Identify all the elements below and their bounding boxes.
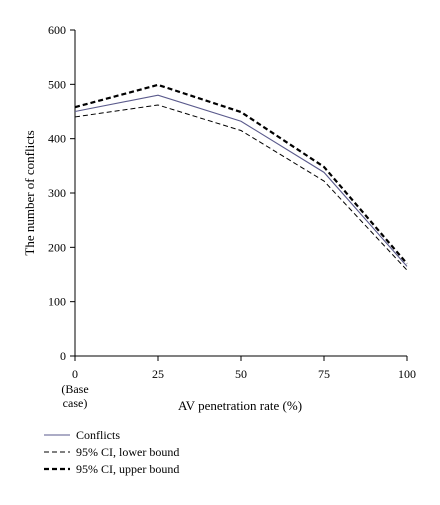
y-tick-label: 100 [48,295,66,309]
series-line-1 [74,94,408,267]
x-tick-sublabel: (Base [61,382,88,396]
x-tick-label: 25 [152,367,164,381]
x-tick-label: 0 [72,367,78,381]
y-axis-label: The number of conflicts [22,130,37,255]
series-line-3 [74,83,408,265]
y-tick-label: 600 [48,23,66,37]
legend-label: Conflicts [76,428,120,442]
legend-label: 95% CI, upper bound [76,462,179,476]
x-tick-label: 100 [398,367,416,381]
y-tick-label: 500 [48,77,66,91]
x-tick-label: 50 [235,367,247,381]
y-tick-label: 200 [48,240,66,254]
series-line-2 [74,104,408,271]
x-tick-sublabel: case) [63,396,88,410]
x-axis-label: AV penetration rate (%) [178,398,302,413]
x-tick-label: 75 [318,367,330,381]
legend: Conflicts 95% CI, lower bound 95% CI, uppe… [44,428,179,476]
y-tick-label: 0 [60,349,66,363]
series-layer [74,83,408,271]
y-tick-label: 300 [48,186,66,200]
legend-label: 95% CI, lower bound [76,445,179,459]
y-tick-label: 400 [48,132,66,146]
